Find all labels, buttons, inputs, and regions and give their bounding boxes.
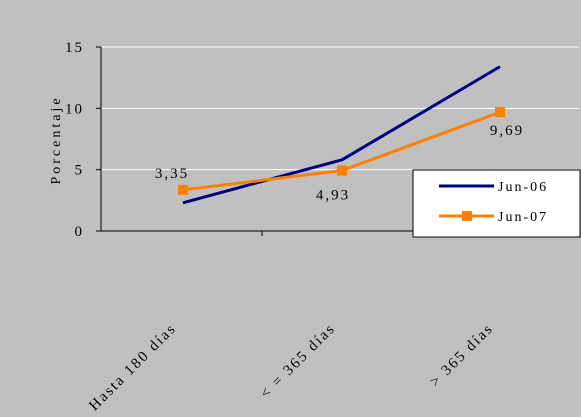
data-label: 3,35 — [155, 166, 189, 182]
data-point-marker — [495, 107, 505, 118]
y-tick-labels: 0 5 10 15 — [65, 40, 85, 240]
series-lines — [178, 65, 505, 205]
data-point-marker — [337, 165, 347, 176]
data-label: 9,69 — [490, 123, 524, 139]
legend-marker — [462, 211, 472, 221]
series-line-jun-06 — [182, 65, 501, 205]
y-tick-label: 5 — [75, 163, 85, 179]
y-axis-label: Porcentaje — [49, 95, 64, 184]
legend: Jun-06 Jun-07 — [412, 169, 581, 238]
y-tick-label: 0 — [75, 224, 85, 240]
legend-box — [412, 169, 581, 238]
legend-label: Jun-06 — [498, 180, 548, 195]
data-labels: 3,35 4,93 9,69 — [155, 123, 524, 204]
data-label: 4,93 — [316, 188, 350, 204]
y-tick-label: 10 — [65, 101, 84, 117]
y-tick-label: 15 — [65, 40, 84, 56]
legend-label: Jun-07 — [498, 210, 548, 225]
data-point-marker — [178, 184, 188, 195]
